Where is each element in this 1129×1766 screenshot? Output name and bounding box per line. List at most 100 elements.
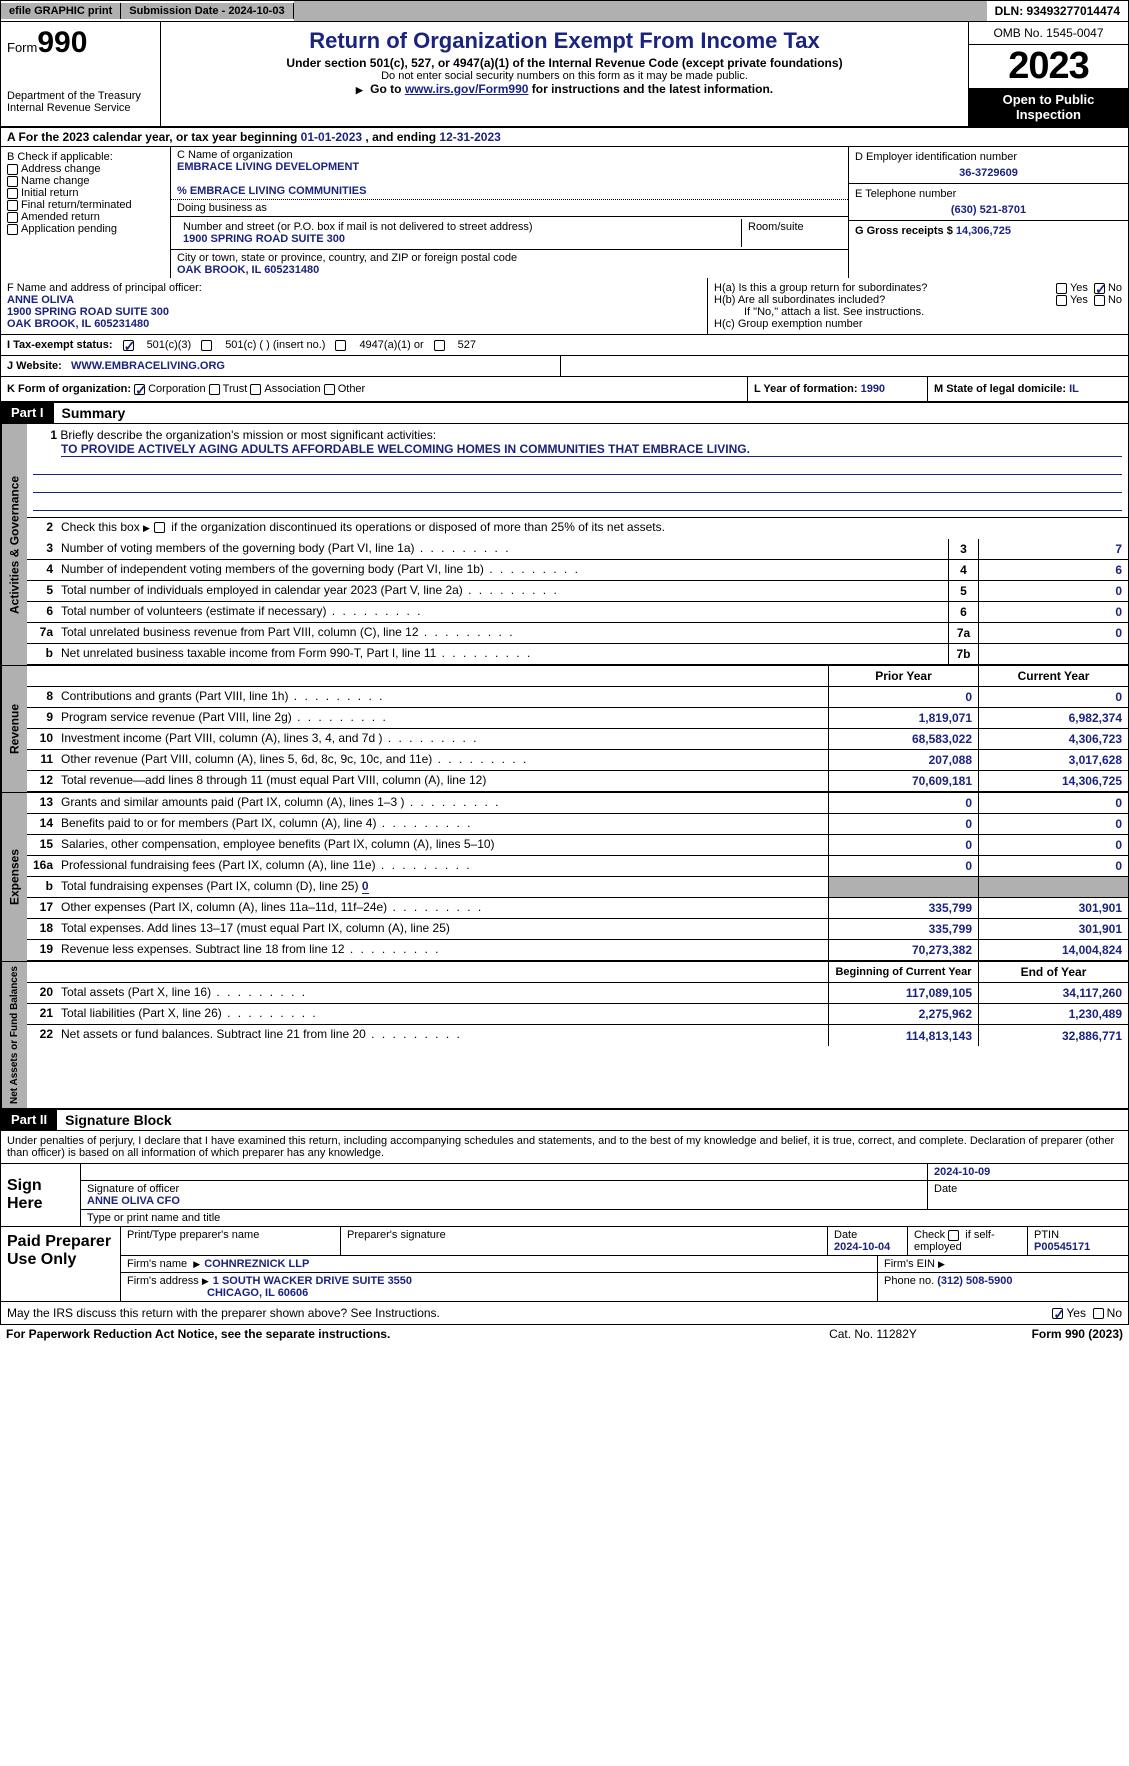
city-value: OAK BROOK, IL 605231480: [177, 264, 842, 276]
firm-ein-label: Firm's EIN: [884, 1258, 935, 1270]
phone-label: E Telephone number: [855, 188, 1122, 200]
tab-activities-governance: Activities & Governance: [1, 424, 27, 665]
chk-527[interactable]: [434, 340, 445, 351]
chk-line-2[interactable]: [154, 522, 165, 533]
line-13-label: Grants and similar amounts paid (Part IX…: [57, 793, 828, 813]
preparer-sig-label: Preparer's signature: [341, 1227, 828, 1255]
expenses-block: Expenses 13Grants and similar amounts pa…: [0, 793, 1129, 962]
ptin-label: PTIN: [1034, 1229, 1059, 1241]
row-a-tax-year: A For the 2023 calendar year, or tax yea…: [0, 128, 1129, 147]
form-prefix: Form: [7, 40, 37, 55]
chk-hb-yes[interactable]: [1056, 295, 1067, 306]
h-a-label: H(a) Is this a group return for subordin…: [714, 282, 1056, 294]
type-print-label: Type or print name and title: [81, 1210, 1128, 1226]
goto-post: for instructions and the latest informat…: [528, 82, 773, 96]
chk-ha-no[interactable]: [1094, 283, 1105, 294]
chk-assoc[interactable]: [250, 384, 261, 395]
chk-501c3[interactable]: [123, 340, 134, 351]
chk-application-pending[interactable]: [7, 224, 18, 235]
line-12-prior: 70,609,181: [828, 771, 978, 791]
lbl-final-return: Final return/terminated: [21, 199, 132, 211]
domicile-label: M State of legal domicile:: [934, 383, 1066, 395]
discuss-row: May the IRS discuss this return with the…: [0, 1302, 1129, 1325]
line-7b-value: [978, 644, 1128, 664]
firm-name-label: Firm's name: [127, 1258, 187, 1270]
firm-name: COHNREZNICK LLP: [204, 1258, 309, 1270]
line-6-label: Total number of volunteers (estimate if …: [57, 602, 948, 622]
line-5-value: 0: [978, 581, 1128, 601]
lbl-4947: 4947(a)(1) or: [359, 339, 423, 351]
chk-4947[interactable]: [335, 340, 346, 351]
firm-phone: (312) 508-5900: [937, 1275, 1012, 1287]
lbl-other: Other: [338, 383, 366, 395]
line-11-curr: 3,017,628: [978, 750, 1128, 770]
line-16b-curr-grey: [978, 877, 1128, 897]
entity-block: B Check if applicable: Address change Na…: [0, 147, 1129, 278]
prep-date-label: Date: [834, 1229, 857, 1241]
line-3-value: 7: [978, 539, 1128, 559]
tax-status-label: I Tax-exempt status:: [7, 339, 113, 351]
pra-notice: For Paperwork Reduction Act Notice, see …: [6, 1327, 773, 1341]
chk-amended-return[interactable]: [7, 212, 18, 223]
footer-row: For Paperwork Reduction Act Notice, see …: [0, 1325, 1129, 1343]
preparer-name-label: Print/Type preparer's name: [121, 1227, 341, 1255]
line-17-prior: 335,799: [828, 898, 978, 918]
col-c-org-info: C Name of organization EMBRACE LIVING DE…: [171, 147, 848, 278]
chk-trust[interactable]: [209, 384, 220, 395]
part-2-header-row: Part II Signature Block: [0, 1110, 1129, 1131]
top-bar: efile GRAPHIC print Submission Date - 20…: [0, 0, 1129, 22]
row-j-website: J Website: WWW.EMBRACELIVING.ORG: [0, 356, 1129, 377]
line-22-curr: 32,886,771: [978, 1025, 1128, 1046]
row-i-tax-status: I Tax-exempt status: 501(c)(3) 501(c) ( …: [0, 335, 1129, 356]
dept-label: Department of the Treasury Internal Reve…: [7, 90, 154, 114]
row-a-mid: , and ending: [365, 130, 439, 144]
chk-self-employed[interactable]: [948, 1230, 959, 1241]
row-k-form-org: K Form of organization: Corporation Trus…: [0, 377, 1129, 403]
line-20-prior: 117,089,105: [828, 983, 978, 1003]
chk-other[interactable]: [324, 384, 335, 395]
line-15-label: Salaries, other compensation, employee b…: [57, 835, 828, 855]
chk-address-change[interactable]: [7, 164, 18, 175]
lbl-initial-return: Initial return: [21, 187, 78, 199]
line-14-prior: 0: [828, 814, 978, 834]
form-number: 990: [37, 26, 87, 59]
tab-net-assets: Net Assets or Fund Balances: [1, 962, 27, 1108]
irs-link[interactable]: www.irs.gov/Form990: [405, 82, 529, 96]
header-right: OMB No. 1545-0047 2023 Open to Public In…: [968, 22, 1128, 126]
chk-hb-no[interactable]: [1094, 295, 1105, 306]
net-assets-block: Net Assets or Fund Balances Beginning of…: [0, 962, 1129, 1110]
chk-discuss-no[interactable]: [1093, 1308, 1104, 1319]
chk-501c[interactable]: [201, 340, 212, 351]
firm-addr-2: CHICAGO, IL 60606: [207, 1287, 308, 1299]
sign-here-label: Sign Here: [1, 1164, 81, 1226]
year-formation-label: L Year of formation:: [754, 383, 858, 395]
line-2-text: Check this box if the organization disco…: [61, 520, 665, 534]
firm-addr-label: Firm's address: [127, 1275, 199, 1287]
firm-phone-label: Phone no.: [884, 1275, 934, 1287]
line-8-label: Contributions and grants (Part VIII, lin…: [57, 687, 828, 707]
chk-name-change[interactable]: [7, 176, 18, 187]
cat-no: Cat. No. 11282Y: [773, 1327, 973, 1341]
chk-final-return[interactable]: [7, 200, 18, 211]
ptin-value: P00545171: [1034, 1241, 1090, 1253]
chk-corp[interactable]: [134, 384, 145, 395]
chk-discuss-yes[interactable]: [1052, 1308, 1063, 1319]
paid-preparer-label: Paid Preparer Use Only: [1, 1227, 121, 1301]
line-1-value: TO PROVIDE ACTIVELY AGING ADULTS AFFORDA…: [61, 442, 1122, 457]
lbl-yes: Yes: [1070, 294, 1088, 306]
form-subtitle-1: Under section 501(c), 527, or 4947(a)(1)…: [167, 56, 962, 70]
dba-label: Doing business as: [177, 202, 842, 214]
lbl-yes: Yes: [1066, 1306, 1086, 1320]
chk-initial-return[interactable]: [7, 188, 18, 199]
line-16b-label: Total fundraising expenses (Part IX, col…: [57, 877, 828, 897]
h-b-label: H(b) Are all subordinates included?: [714, 294, 1056, 306]
website-value: WWW.EMBRACELIVING.ORG: [71, 360, 225, 372]
line-18-prior: 335,799: [828, 919, 978, 939]
line-14-curr: 0: [978, 814, 1128, 834]
row-f-h: F Name and address of principal officer:…: [0, 278, 1129, 335]
chk-ha-yes[interactable]: [1056, 283, 1067, 294]
efile-print-button[interactable]: efile GRAPHIC print: [1, 3, 121, 19]
officer-name: ANNE OLIVA: [7, 294, 701, 306]
street-label: Number and street (or P.O. box if mail i…: [183, 221, 735, 233]
lbl-assoc: Association: [264, 383, 320, 395]
